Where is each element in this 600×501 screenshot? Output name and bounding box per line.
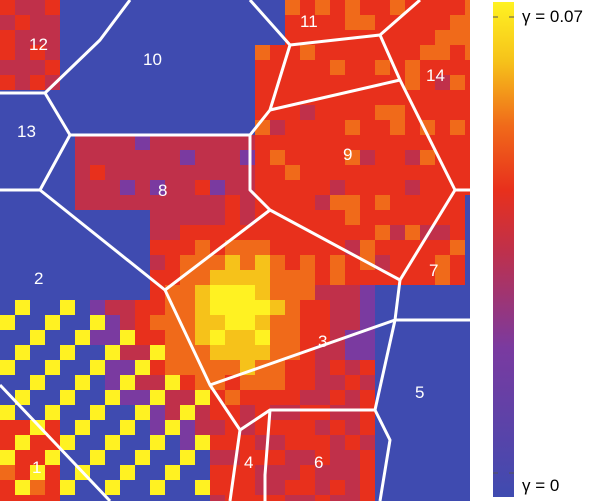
grain-label-6: 6 — [314, 453, 323, 472]
grain-label-1: 1 — [32, 458, 41, 477]
grain-boundaries — [0, 0, 470, 501]
grain-label-12: 12 — [29, 35, 48, 54]
colorbar-min-label: γ = 0 — [522, 476, 559, 495]
grain-label-5: 5 — [415, 383, 424, 402]
colorbar-max-label: γ = 0.07 — [522, 7, 583, 26]
grain-label-13: 13 — [17, 122, 36, 141]
colorbar-ticks — [493, 16, 514, 474]
grain-label-9: 9 — [343, 145, 352, 164]
grain-labels: 1 2 3 4 5 6 7 8 9 10 11 12 13 14 — [17, 12, 445, 477]
grain-label-2: 2 — [34, 269, 43, 288]
grain-label-11: 11 — [300, 12, 318, 31]
grain-label-8: 8 — [158, 181, 167, 200]
grain-label-10: 10 — [143, 50, 162, 69]
grain-label-3: 3 — [318, 332, 327, 351]
grain-label-14: 14 — [426, 66, 445, 85]
colorbar-gradient — [493, 2, 514, 497]
grain-label-7: 7 — [429, 261, 438, 280]
grain-label-4: 4 — [244, 453, 253, 472]
colorbar: γ = 0.07 γ = 0 — [493, 2, 583, 497]
